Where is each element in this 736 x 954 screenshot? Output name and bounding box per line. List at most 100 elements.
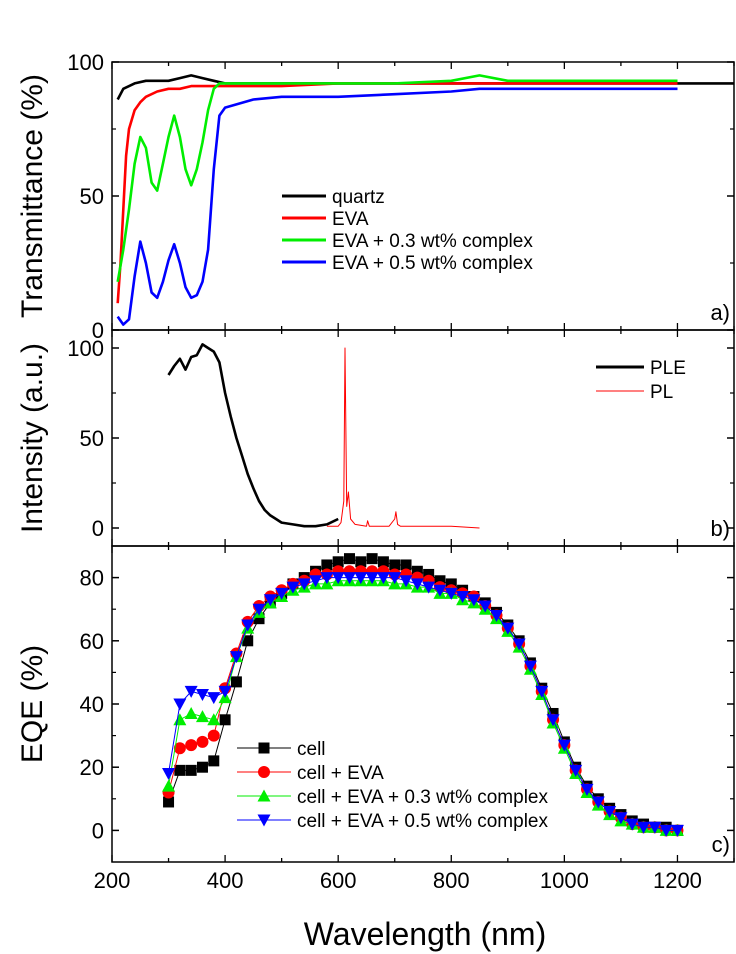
y-tick-label: 50 bbox=[80, 184, 104, 209]
data-point bbox=[422, 581, 436, 594]
data-point bbox=[320, 572, 334, 585]
x-axis-label: Wavelength (nm) bbox=[304, 916, 546, 952]
data-point bbox=[242, 635, 254, 647]
legend-label: PL bbox=[650, 382, 673, 403]
data-point bbox=[591, 796, 605, 809]
legend: PLE PL bbox=[596, 358, 686, 403]
data-point bbox=[648, 821, 662, 834]
data-point bbox=[195, 710, 209, 723]
y-axis-label: Transmittance (%) bbox=[16, 74, 49, 318]
legend-label: cell + EVA bbox=[297, 763, 384, 784]
panel-b: 0 50 100 PLE PL b) Intensity (a.u.) bbox=[16, 329, 735, 547]
y-tick-label: 0 bbox=[92, 318, 104, 343]
data-point bbox=[331, 572, 345, 585]
series-eva-0-3-wt-complex bbox=[116, 74, 678, 283]
x-tick-label: 200 bbox=[94, 868, 131, 893]
legend-label: quartz bbox=[332, 187, 385, 208]
legend-marker bbox=[257, 814, 271, 827]
series-pl bbox=[326, 347, 480, 529]
x-tick-label: 400 bbox=[207, 868, 244, 893]
data-point bbox=[252, 603, 266, 616]
data-point bbox=[185, 739, 198, 752]
series-cell-eva-0-5-wt-complex bbox=[162, 572, 684, 837]
data-point bbox=[512, 638, 526, 651]
data-point bbox=[355, 556, 367, 568]
data-point bbox=[230, 676, 242, 688]
y-tick-label: 0 bbox=[92, 818, 104, 843]
y-tick-label: 60 bbox=[80, 629, 104, 654]
legend-marker bbox=[258, 766, 270, 778]
x-axis-ticks: 200 400 600 800 1000 1200 bbox=[94, 868, 702, 893]
data-point bbox=[467, 594, 481, 607]
data-point bbox=[478, 600, 492, 613]
data-point bbox=[400, 559, 412, 571]
data-point bbox=[342, 572, 356, 585]
data-point bbox=[547, 707, 559, 719]
legend-label: PLE bbox=[650, 358, 686, 379]
data-point bbox=[241, 619, 255, 632]
data-point bbox=[445, 578, 457, 590]
data-point bbox=[321, 559, 333, 571]
data-point bbox=[332, 556, 344, 568]
data-point bbox=[185, 764, 197, 776]
data-point bbox=[434, 575, 446, 587]
data-point bbox=[275, 587, 289, 600]
data-point bbox=[444, 587, 458, 600]
data-point bbox=[365, 572, 379, 585]
data-point bbox=[569, 764, 583, 777]
panel-letter: a) bbox=[710, 300, 730, 325]
y-tick-label: 20 bbox=[80, 755, 104, 780]
legend-label: EVA + 0.5 wt% complex bbox=[332, 253, 533, 274]
data-point bbox=[229, 651, 243, 664]
data-point bbox=[501, 622, 515, 635]
data-point bbox=[423, 568, 435, 580]
series-eva bbox=[116, 82, 678, 304]
data-point bbox=[343, 553, 355, 565]
x-tick-label: 800 bbox=[433, 868, 470, 893]
x-tick-label: 1000 bbox=[540, 868, 589, 893]
series-line bbox=[116, 74, 678, 283]
data-point bbox=[219, 714, 231, 726]
legend: cell cell + EVA cell + EVA + 0.3 wt% compl… bbox=[237, 739, 548, 832]
series-line bbox=[116, 74, 734, 101]
data-point bbox=[490, 610, 504, 623]
legend-label: cell bbox=[297, 739, 326, 760]
data-point bbox=[184, 685, 198, 698]
y-axis-label: EQE (%) bbox=[16, 645, 49, 763]
series-line bbox=[167, 343, 339, 528]
data-point bbox=[286, 581, 300, 594]
series-line bbox=[168, 558, 678, 831]
data-point bbox=[173, 742, 186, 755]
data-point bbox=[410, 578, 424, 591]
data-point bbox=[207, 713, 221, 726]
data-point bbox=[208, 755, 220, 767]
y-tick-label: 100 bbox=[67, 50, 104, 75]
y-tick-label: 0 bbox=[92, 516, 104, 541]
data-point bbox=[196, 735, 209, 748]
data-point bbox=[196, 761, 208, 773]
data-point bbox=[174, 764, 186, 776]
panel-c: 0 20 40 60 80 cell cell + EVA cell + EVA + 0.3 … bbox=[16, 545, 735, 863]
data-point bbox=[523, 660, 537, 673]
data-point bbox=[670, 824, 684, 837]
data-point bbox=[263, 594, 277, 607]
y-tick-label: 40 bbox=[80, 692, 104, 717]
data-point bbox=[297, 578, 311, 591]
data-point bbox=[603, 805, 617, 818]
series-line bbox=[116, 87, 678, 326]
data-point bbox=[195, 689, 209, 702]
data-point bbox=[546, 714, 560, 727]
y-tick-label: 100 bbox=[67, 336, 104, 361]
data-point bbox=[659, 824, 673, 837]
x-tick-label: 1200 bbox=[653, 868, 702, 893]
data-point bbox=[557, 739, 571, 752]
data-point bbox=[162, 779, 176, 792]
data-point bbox=[218, 685, 232, 698]
data-point bbox=[637, 821, 651, 834]
data-point bbox=[399, 575, 413, 588]
data-point bbox=[184, 706, 198, 719]
y-tick-label: 80 bbox=[80, 566, 104, 591]
data-point bbox=[163, 796, 175, 808]
